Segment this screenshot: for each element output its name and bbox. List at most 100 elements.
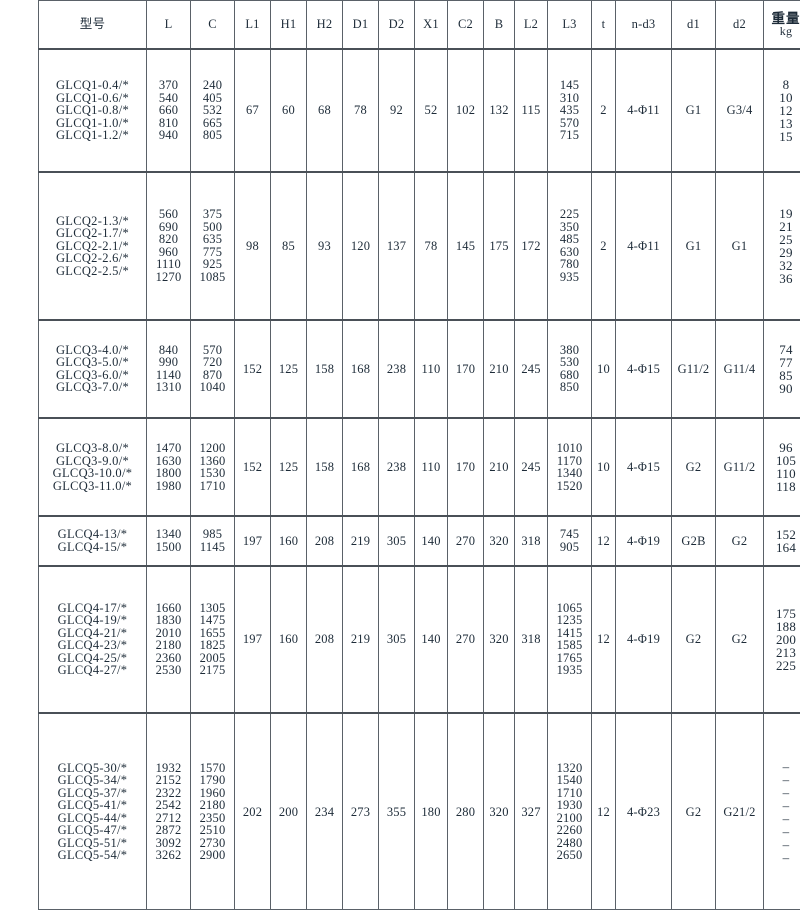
cell-D1: 168 xyxy=(343,418,379,516)
cell-X1: 140 xyxy=(415,566,448,714)
table-body: GLCQ1-0.4/*GLCQ1-0.6/*GLCQ1-0.8/*GLCQ1-1… xyxy=(39,49,800,910)
cell-L-line: 1270 xyxy=(147,271,190,284)
cell-C-line: 1040 xyxy=(191,381,234,394)
cell-D1: 78 xyxy=(343,49,379,172)
cell-L1: 152 xyxy=(235,320,271,418)
cell-L-line: 2152 xyxy=(147,774,190,787)
cell-H1: 85 xyxy=(271,172,307,320)
cell-t: 2 xyxy=(592,49,616,172)
cell-L-line: 1830 xyxy=(147,614,190,627)
cell-weight-line: 29 xyxy=(764,246,800,259)
cell-L-line: 2542 xyxy=(147,799,190,812)
column-header-d2: d2 xyxy=(716,1,764,50)
cell-L1: 152 xyxy=(235,418,271,516)
cell-C-line: 805 xyxy=(191,129,234,142)
cell-nd3: 4-Φ11 xyxy=(616,49,672,172)
cell-weight-line: 200 xyxy=(764,633,800,646)
cell-H2: 208 xyxy=(307,566,343,714)
cell-L2: 245 xyxy=(515,418,548,516)
column-header-L3: L3 xyxy=(548,1,592,50)
table-header: 型号 L C L1 H1 H2 D1 D2 X1 C2 B L2 L3 t n-… xyxy=(39,1,800,50)
cell-L2: 245 xyxy=(515,320,548,418)
cell-L-line: 1470 xyxy=(147,442,190,455)
weight-label: 重量 xyxy=(764,12,800,26)
cell-t: 12 xyxy=(592,566,616,714)
cell-weight: –––––––– xyxy=(764,713,800,910)
cell-d2: G1 xyxy=(716,172,764,320)
cell-L3-line: 935 xyxy=(548,271,591,284)
cell-L-line: 820 xyxy=(147,233,190,246)
cell-D1: 120 xyxy=(343,172,379,320)
cell-d1: G1 xyxy=(672,49,716,172)
cell-X1: 110 xyxy=(415,320,448,418)
cell-L2: 115 xyxy=(515,49,548,172)
cell-models-line: GLCQ5-41/* xyxy=(39,799,146,812)
cell-weight-line: – xyxy=(764,786,800,799)
cell-L3-line: 1235 xyxy=(548,614,591,627)
cell-weight-line: 164 xyxy=(764,541,800,554)
cell-L1: 67 xyxy=(235,49,271,172)
cell-L-line: 2322 xyxy=(147,787,190,800)
cell-L3-line: 1935 xyxy=(548,664,591,677)
cell-C-line: 1200 xyxy=(191,442,234,455)
cell-d2: G21/2 xyxy=(716,713,764,910)
cell-C-line: 2180 xyxy=(191,799,234,812)
cell-L-line: 560 xyxy=(147,208,190,221)
cell-X1: 52 xyxy=(415,49,448,172)
cell-C-line: 1475 xyxy=(191,614,234,627)
cell-nd3: 4-Φ23 xyxy=(616,713,672,910)
cell-C-line: 2175 xyxy=(191,664,234,677)
cell-L3-line: 1520 xyxy=(548,480,591,493)
cell-d1: G2 xyxy=(672,713,716,910)
cell-model: GLCQ3-4.0/*GLCQ3-5.0/*GLCQ3-6.0/*GLCQ3-7… xyxy=(39,320,147,418)
cell-C-line: 1145 xyxy=(191,541,234,554)
cell-t: 2 xyxy=(592,172,616,320)
cell-weight-line: – xyxy=(764,799,800,812)
cell-t: 10 xyxy=(592,320,616,418)
cell-C-line: 1085 xyxy=(191,271,234,284)
cell-L3-line: 1010 xyxy=(548,442,591,455)
cell-weight-line: – xyxy=(764,773,800,786)
cell-L3-line: 225 xyxy=(548,208,591,221)
cell-weight-line: – xyxy=(764,838,800,851)
cell-H1: 125 xyxy=(271,320,307,418)
cell-H2: 234 xyxy=(307,713,343,910)
cell-model: GLCQ4-17/*GLCQ4-19/*GLCQ4-21/*GLCQ4-23/*… xyxy=(39,566,147,714)
cell-C-line: 1960 xyxy=(191,787,234,800)
cell-D2: 305 xyxy=(379,516,415,565)
table-row: GLCQ3-4.0/*GLCQ3-5.0/*GLCQ3-6.0/*GLCQ3-7… xyxy=(39,320,800,418)
cell-t: 12 xyxy=(592,713,616,910)
column-header-L2: L2 xyxy=(515,1,548,50)
cell-L3-line: 780 xyxy=(548,258,591,271)
cell-D1: 219 xyxy=(343,516,379,565)
cell-H1: 125 xyxy=(271,418,307,516)
cell-L-line: 3262 xyxy=(147,849,190,862)
cell-C-line: 1825 xyxy=(191,639,234,652)
spec-table-page: 型号 L C L1 H1 H2 D1 D2 X1 C2 B L2 L3 t n-… xyxy=(0,0,800,778)
cell-D2: 238 xyxy=(379,418,415,516)
column-header-D2: D2 xyxy=(379,1,415,50)
cell-weight-line: – xyxy=(764,825,800,838)
cell-L2: 327 xyxy=(515,713,548,910)
cell-H1: 160 xyxy=(271,566,307,714)
cell-D2: 355 xyxy=(379,713,415,910)
column-header-t: t xyxy=(592,1,616,50)
cell-C-line: 1710 xyxy=(191,480,234,493)
table-row: GLCQ3-8.0/*GLCQ3-9.0/*GLCQ3-10.0/*GLCQ3-… xyxy=(39,418,800,516)
cell-D1: 168 xyxy=(343,320,379,418)
cell-weight-line: 188 xyxy=(764,620,800,633)
cell-L-line: 1500 xyxy=(147,541,190,554)
cell-H1: 60 xyxy=(271,49,307,172)
cell-B: 210 xyxy=(484,418,515,516)
cell-weight-line: 21 xyxy=(764,220,800,233)
cell-C-line: 720 xyxy=(191,356,234,369)
cell-L-line: 1310 xyxy=(147,381,190,394)
cell-L2: 318 xyxy=(515,566,548,714)
